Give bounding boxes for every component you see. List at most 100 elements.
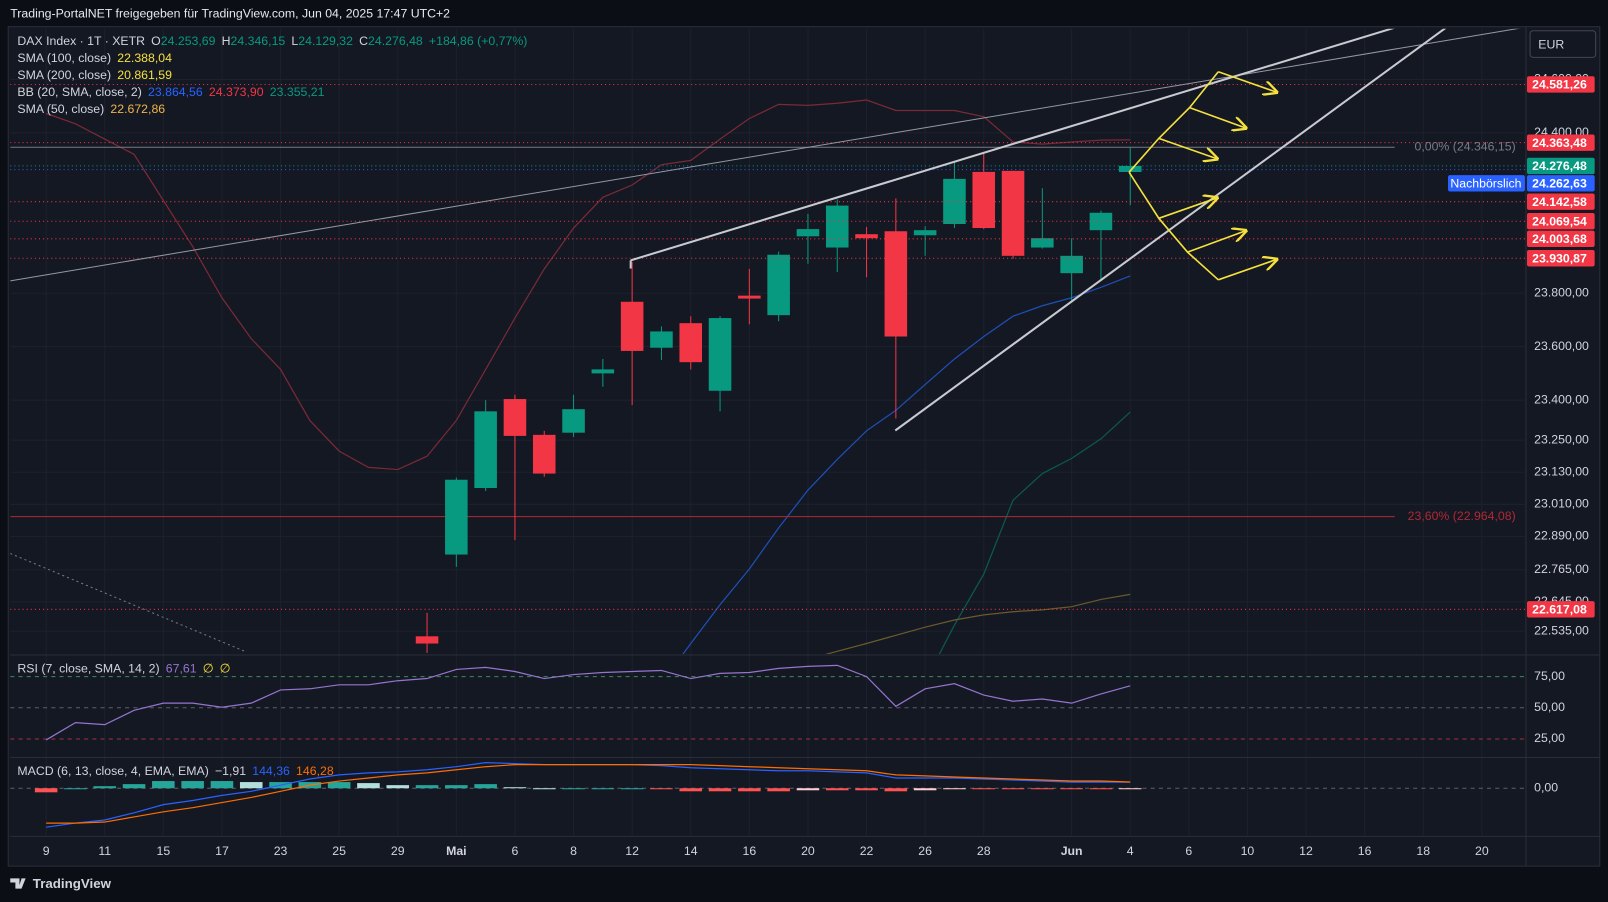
x-tick-label: Mai xyxy=(446,844,467,858)
x-tick-label: 12 xyxy=(625,844,639,858)
x-tick-label: 23 xyxy=(274,844,288,858)
price-label-bg xyxy=(1526,175,1595,192)
legend-value: ∅ xyxy=(203,662,214,676)
x-tick-label: 12 xyxy=(1299,844,1313,858)
x-tick-label: 16 xyxy=(742,844,756,858)
legend-line: BB (20, SMA, close, 2) 23.864,56 24.373,90… xyxy=(17,85,324,99)
y-tick-label: 75,00 xyxy=(1534,669,1565,683)
histogram-bar xyxy=(386,785,410,789)
legend-value: 144,36 xyxy=(252,764,290,778)
candle-body xyxy=(1060,255,1083,274)
y-tick-label: 23.250,00 xyxy=(1534,432,1589,446)
indicator-line xyxy=(45,664,1131,741)
price-label: 22.617,08 xyxy=(1532,603,1587,617)
x-tick-label: 4 xyxy=(1127,844,1134,858)
chart-frame xyxy=(7,26,1601,867)
candle-body xyxy=(1118,165,1142,173)
change: +184,86 (+0,77%) xyxy=(429,34,527,48)
ohlc-value: 24.129,32 xyxy=(298,34,353,48)
y-tick-label: 23.010,00 xyxy=(1534,497,1589,511)
histogram-bar xyxy=(620,788,644,790)
legend-value: 23.355,21 xyxy=(270,85,325,99)
legend-value: 22.388,04 xyxy=(117,51,172,65)
x-tick-label: 25 xyxy=(332,844,346,858)
x-tick-label: 20 xyxy=(801,844,815,858)
price-label: 24.069,54 xyxy=(1532,214,1587,228)
candle-body xyxy=(445,479,468,555)
price-label-bg xyxy=(1526,601,1595,618)
histogram-bar xyxy=(562,788,585,790)
drawings xyxy=(10,28,1520,653)
histogram-bar xyxy=(152,781,175,789)
arrow xyxy=(1218,259,1276,281)
candle-body xyxy=(972,171,996,229)
candle-body xyxy=(825,205,849,248)
histogram-bar xyxy=(327,782,351,789)
histogram-bar xyxy=(1031,788,1054,790)
histogram-bar xyxy=(122,784,146,789)
trend-line xyxy=(894,28,1447,432)
legend-value: −1,91 xyxy=(215,764,246,778)
histogram-bar xyxy=(474,784,497,789)
histogram-bar xyxy=(1001,788,1025,790)
candle-body xyxy=(415,636,439,644)
y-tick-label: 23.800,00 xyxy=(1534,285,1589,299)
y-tick-label: 22.765,00 xyxy=(1534,562,1589,576)
price-label-bg xyxy=(1526,134,1595,151)
histogram-bar xyxy=(1118,788,1142,790)
candle-body xyxy=(532,434,556,474)
legend-line: SMA (100, close) 22.388,04 xyxy=(17,51,172,65)
indicator-line xyxy=(46,764,1131,824)
candle-body xyxy=(913,230,937,236)
ohlc-key: C xyxy=(359,34,368,48)
histogram-bar xyxy=(503,787,527,789)
arrow xyxy=(1158,137,1217,159)
y-tick-label: 22.890,00 xyxy=(1534,529,1589,543)
legend-name: SMA (200, close) xyxy=(17,68,111,82)
legend-name: SMA (100, close) xyxy=(17,51,111,65)
histogram-bar xyxy=(767,788,790,792)
legend-value: 23.864,56 xyxy=(148,85,203,99)
candle-body xyxy=(855,234,878,239)
x-tick-label: Jun xyxy=(1061,844,1083,858)
x-tick-label: 29 xyxy=(391,844,405,858)
candle-body xyxy=(679,323,703,363)
currency-button[interactable] xyxy=(1529,30,1597,58)
histogram-bar xyxy=(679,788,703,792)
price-label: 24.003,68 xyxy=(1532,232,1587,246)
y-tick-label: 23.130,00 xyxy=(1534,465,1589,479)
histogram-bar xyxy=(943,788,966,790)
ohlc-value: 24.253,69 xyxy=(161,34,216,48)
x-tick-label: 6 xyxy=(512,844,519,858)
price-label-bg xyxy=(1526,76,1595,93)
legend-name: MACD (6, 13, close, 4, EMA, EMA) xyxy=(17,764,208,778)
histogram-bar xyxy=(825,788,849,791)
candle-body xyxy=(767,254,790,316)
price-label: 24.262,63 xyxy=(1532,177,1587,191)
currency[interactable]: EUR xyxy=(1538,37,1564,51)
footer-brand: TradingView xyxy=(33,876,112,891)
x-tick-label: 22 xyxy=(860,844,874,858)
histogram-bar xyxy=(738,788,761,792)
price-pane xyxy=(10,78,1526,654)
legend-line: MACD (6, 13, close, 4, EMA, EMA) −1,91 144… xyxy=(17,764,333,778)
x-tick-label: 8 xyxy=(570,844,577,858)
histogram-bar xyxy=(1089,788,1113,790)
x-tick-label: 26 xyxy=(918,844,932,858)
histogram-bar xyxy=(913,788,937,791)
candle-body xyxy=(562,409,585,433)
indicator-line xyxy=(825,593,1131,654)
y-tick-label: 50,00 xyxy=(1534,700,1565,714)
price-label: 23.930,87 xyxy=(1532,252,1587,266)
histogram-bar xyxy=(210,781,234,789)
ohlc-value: 24.276,48 xyxy=(368,34,423,48)
price-label-bg xyxy=(1526,250,1595,267)
legend-name: RSI (7, close, SMA, 14, 2) xyxy=(17,662,159,676)
histogram-bar xyxy=(93,786,117,789)
header-title: Trading-PortalNET freigegeben für Tradin… xyxy=(10,7,450,21)
ohlc-key: L xyxy=(291,34,298,48)
candle-body xyxy=(738,295,761,299)
indicator-line xyxy=(45,99,1131,471)
legend-line: SMA (50, close) 22.672,86 xyxy=(17,102,165,116)
